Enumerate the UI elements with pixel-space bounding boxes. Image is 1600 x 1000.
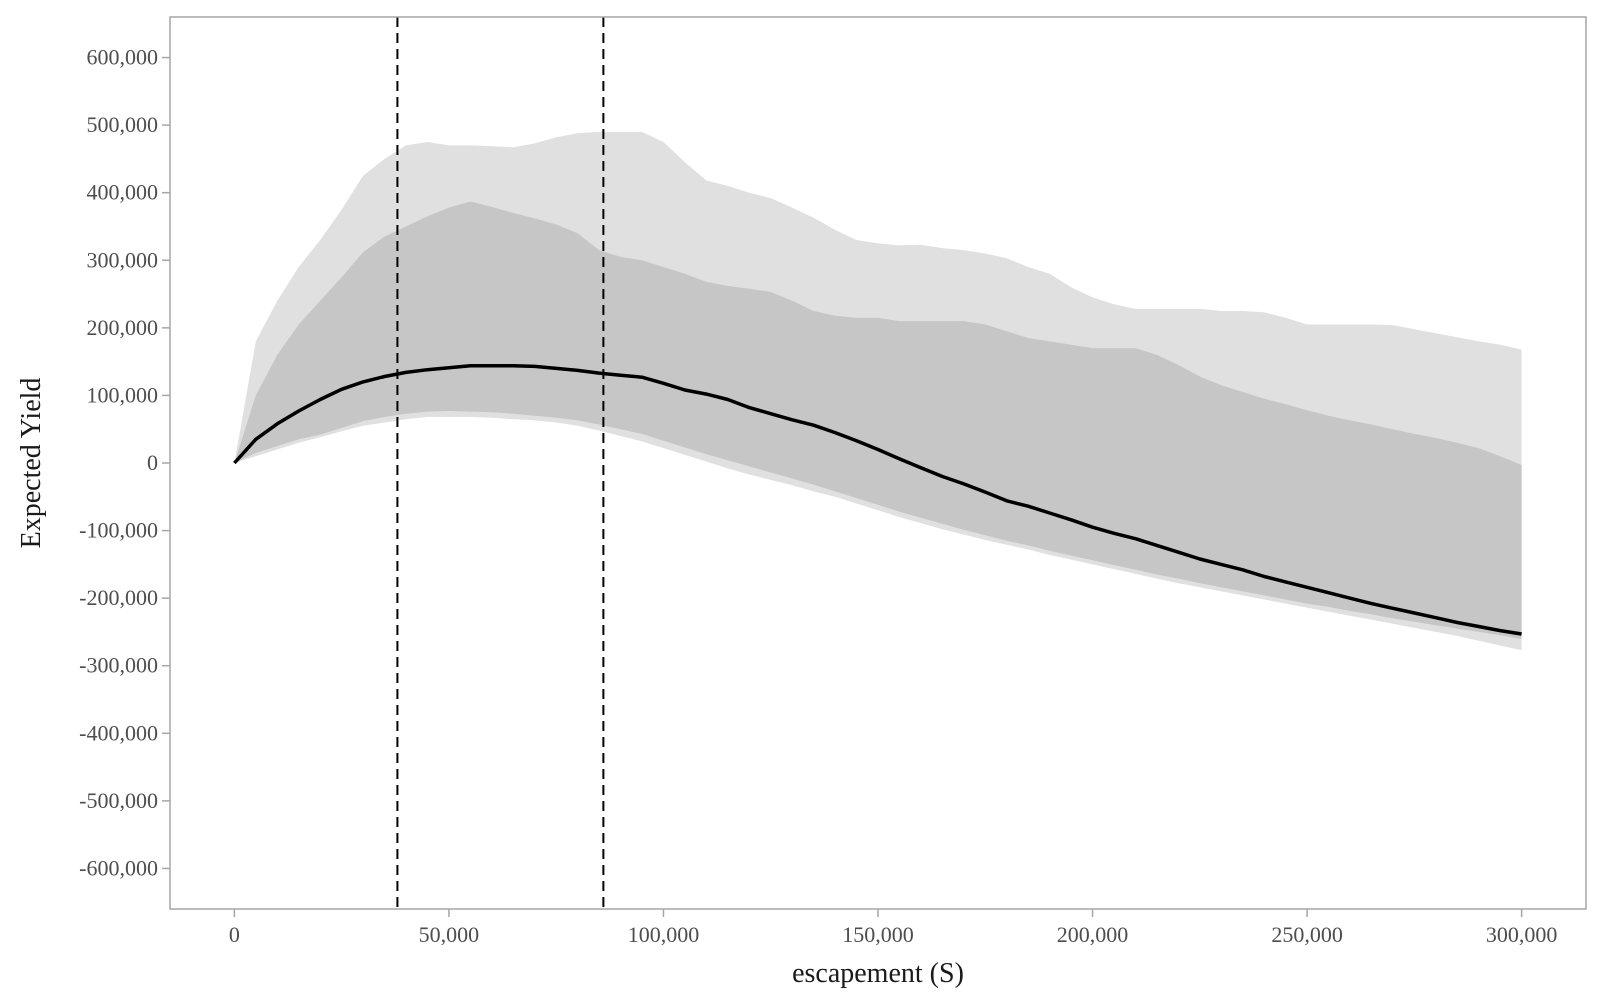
x-tick-label: 250,000: [1271, 922, 1343, 947]
inner-band: [234, 201, 1522, 639]
median-line: [233, 363, 1522, 636]
y-tick-label: 200,000: [87, 315, 159, 340]
x-tick-label: 100,000: [628, 922, 700, 947]
y-tick-label: -200,000: [79, 585, 158, 610]
y-tick-label: -500,000: [79, 788, 158, 813]
x-tick-label: 200,000: [1057, 922, 1129, 947]
y-tick-label: 500,000: [87, 112, 159, 137]
reference-lines: [396, 17, 605, 909]
x-tick-label: 300,000: [1486, 922, 1558, 947]
x-tick-label: 50,000: [419, 922, 480, 947]
y-tick-label: 400,000: [87, 180, 159, 205]
y-tick-label: 600,000: [87, 45, 159, 70]
y-tick-label: -600,000: [79, 855, 158, 880]
x-axis: 0 50,000 100,000 150,000 200,000 250,000 300,0…: [229, 909, 1558, 947]
y-tick-label: -100,000: [79, 518, 158, 543]
y-tick-label: 100,000: [87, 382, 159, 407]
x-axis-title: escapement (S): [792, 958, 964, 989]
median-line-group: [233, 363, 1522, 636]
x-tick-label: 150,000: [842, 922, 914, 947]
x-tick-label: 0: [229, 922, 240, 947]
y-axis-title: Expected Yield: [16, 378, 47, 549]
uncertainty-bands: [234, 131, 1522, 651]
y-tick-label: -300,000: [79, 653, 158, 678]
y-axis: 600,000 500,000 400,000 300,000 200,000 100,0…: [79, 45, 170, 880]
y-tick-label: 300,000: [87, 247, 159, 272]
y-tick-label: -400,000: [79, 720, 158, 745]
y-tick-label: 0: [147, 450, 158, 475]
